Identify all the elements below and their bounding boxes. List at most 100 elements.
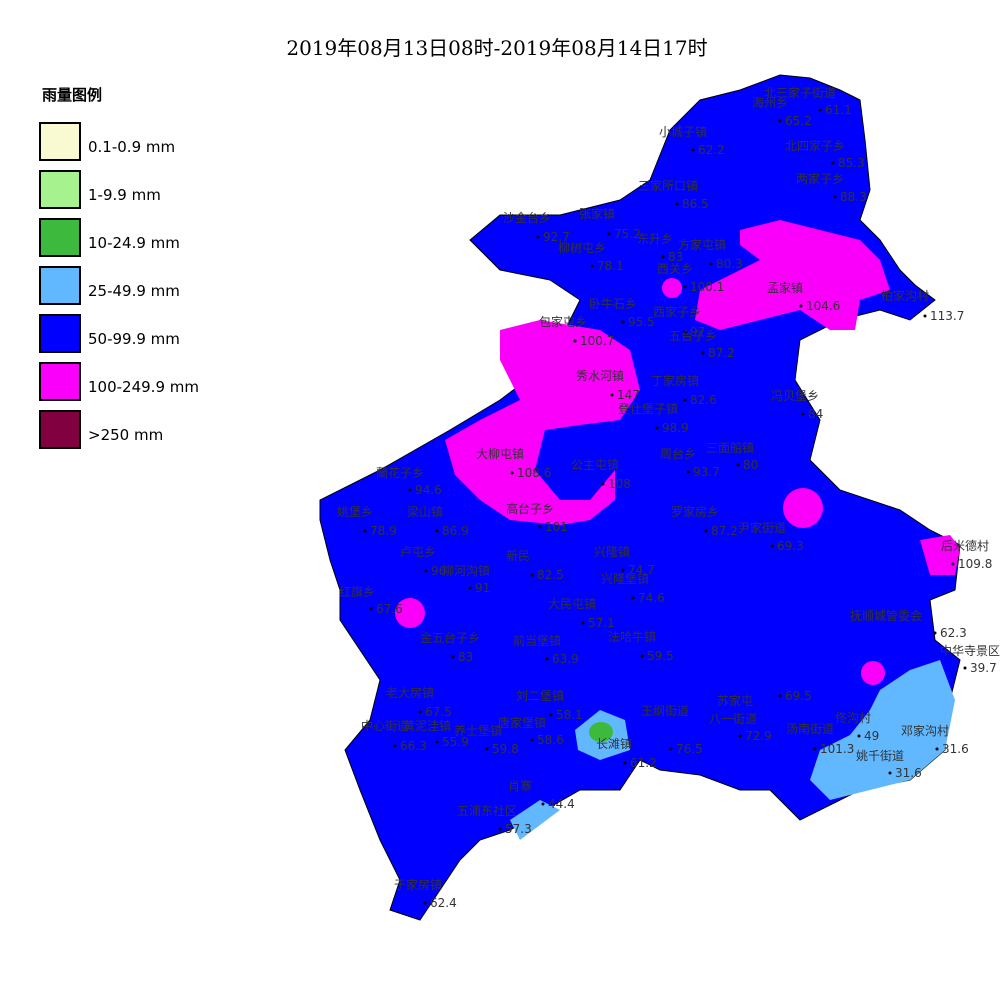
station-value: 75.2 xyxy=(614,227,641,241)
station-value: 82.6 xyxy=(690,393,717,407)
station-dot xyxy=(485,747,489,751)
station-value: 58.6 xyxy=(537,733,564,747)
station-value: 87.2 xyxy=(711,524,738,538)
station-name: 西关乡 xyxy=(657,262,693,276)
station-value: 108.6 xyxy=(517,466,551,480)
station-name: 佟沟村 xyxy=(835,710,871,725)
station-dot xyxy=(601,482,605,486)
station-value: 80 xyxy=(743,458,758,472)
station-dot xyxy=(833,195,837,199)
station-value: 63.9 xyxy=(552,652,579,666)
station-value: 69.3 xyxy=(777,539,804,553)
legend-swatch xyxy=(39,410,81,449)
station-name: 公主屯镇 xyxy=(571,458,619,472)
station-value: 98.9 xyxy=(662,421,689,435)
station-dot xyxy=(393,744,397,748)
station-value: 83 xyxy=(458,650,473,664)
station-dot xyxy=(423,901,427,905)
station-name: 邓家沟村 xyxy=(901,723,949,738)
station-value: 58.1 xyxy=(556,708,583,722)
station-dot xyxy=(623,761,627,765)
station-name: 西家子乡 xyxy=(653,304,701,319)
station-value: 74.7 xyxy=(628,563,655,577)
region-100-249 xyxy=(783,488,823,528)
station-dot xyxy=(770,544,774,548)
station-dot xyxy=(549,713,553,717)
station-value: 95.5 xyxy=(628,315,655,329)
station-name: 柳树屯乡 xyxy=(558,240,606,255)
station-value: 80.3 xyxy=(716,257,743,271)
legend-label: >250 mm xyxy=(88,426,163,444)
station-value: 82.5 xyxy=(537,568,564,582)
legend-swatch xyxy=(39,170,81,209)
station-dot xyxy=(655,426,659,430)
station-name: 梁山镇 xyxy=(407,504,443,519)
station-name: 登仕堡子镇 xyxy=(618,401,678,416)
station-value: 31.6 xyxy=(895,766,922,780)
station-dot xyxy=(607,232,611,236)
station-value: 97 xyxy=(690,325,705,339)
station-value: 104.6 xyxy=(806,299,840,313)
station-name: 红旗乡 xyxy=(339,584,375,599)
station-value: 147 xyxy=(617,388,640,402)
station-dot xyxy=(530,573,534,577)
station-name: 海州乡 xyxy=(752,95,788,110)
legend-label: 25-49.9 mm xyxy=(88,282,180,300)
station-dot xyxy=(541,802,545,806)
station-name: 苏家屯 xyxy=(717,693,753,708)
station-value: 44.4 xyxy=(548,797,575,811)
station-dot xyxy=(536,235,540,239)
station-value: 61.1 xyxy=(825,103,852,117)
legend-swatch xyxy=(39,314,81,353)
station-dot xyxy=(691,148,695,152)
station-name: 八一街道 xyxy=(709,712,757,726)
station-name: 中心街道 xyxy=(361,718,409,733)
station-value: 72.9 xyxy=(745,729,772,743)
station-dot xyxy=(621,568,625,572)
station-dot xyxy=(923,314,927,318)
station-value: 76.5 xyxy=(676,742,703,756)
station-value: 78.9 xyxy=(370,524,397,538)
station-name: 大柳屯镇 xyxy=(476,447,524,461)
station-name: 尹家街道 xyxy=(738,520,786,535)
station-dot xyxy=(683,285,687,289)
region-25-49 xyxy=(810,660,955,800)
station-name: 兴隆堡镇 xyxy=(601,571,649,586)
station-value: 66.3 xyxy=(400,739,427,753)
legend-swatch xyxy=(39,362,81,401)
station-name: 五浦东社区 xyxy=(457,803,517,818)
station-dot xyxy=(935,747,939,751)
station-value: 57.1 xyxy=(588,616,615,630)
station-dot xyxy=(610,393,614,397)
station-value: 100.7 xyxy=(580,334,614,348)
region-10-24 xyxy=(589,722,613,742)
station-value: 109.8 xyxy=(958,557,992,571)
station-value: 61.2 xyxy=(630,756,657,770)
station-name: 罗家房乡 xyxy=(671,504,719,519)
station-dot xyxy=(683,398,687,402)
station-value: 57.3 xyxy=(505,822,532,836)
station-value: 69.5 xyxy=(785,689,812,703)
station-value: 96 xyxy=(431,564,446,578)
station-name: 前当堡镇 xyxy=(513,633,561,648)
station-value: 101 xyxy=(545,520,568,534)
station-value: 39.7 xyxy=(970,661,997,675)
station-name: 冯贝堡乡 xyxy=(771,388,819,403)
region-100-249 xyxy=(395,598,425,628)
region-100-249 xyxy=(662,278,682,298)
station-value: 62.3 xyxy=(940,626,967,640)
station-dot xyxy=(640,654,644,658)
station-name: 老大房镇 xyxy=(386,685,434,700)
station-value: 67.6 xyxy=(376,602,403,616)
station-name: 高台子乡 xyxy=(506,501,554,516)
station-name: 唐家堡镇 xyxy=(498,715,546,730)
station-dot xyxy=(738,734,742,738)
station-name: 卢屯乡 xyxy=(400,544,436,559)
station-value: 92.7 xyxy=(543,230,570,244)
legend-swatch xyxy=(39,266,81,305)
station-dot xyxy=(590,264,594,268)
station-dot xyxy=(621,320,625,324)
station-name: 汤南街道 xyxy=(786,721,834,736)
station-name: 蘭花子乡 xyxy=(376,465,424,480)
station-name: 黄泥洼镇 xyxy=(403,719,451,733)
